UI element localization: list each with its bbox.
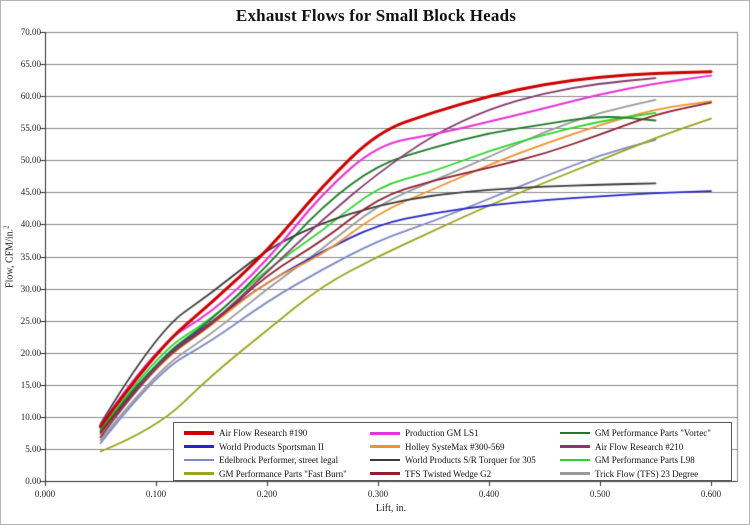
legend-item-label: World Products S/R Torquer for 305 [405, 455, 536, 465]
legend-item-label: Production GM LS1 [405, 428, 479, 438]
legend-line-swatch [184, 458, 214, 462]
legend-line-swatch [370, 445, 400, 448]
y-axis-title: Flow, CFM/in.2 [2, 197, 15, 317]
legend-item-label: GM Performance Parts "Vortec" [595, 428, 711, 438]
legend-item-label: Air Flow Research #190 [219, 428, 308, 438]
legend-line-swatch [560, 472, 590, 475]
legend-item: Trick Flow (TFS) 23 Degree [560, 468, 698, 480]
legend-box: Air Flow Research #190 World Products Spo… [173, 422, 732, 481]
legend-line-swatch [560, 445, 590, 448]
y-tick-label: 25.00 [20, 315, 41, 326]
y-tick-label: 65.00 [20, 59, 41, 70]
legend-item: GM Performance Parts "Vortec" [560, 427, 711, 439]
x-tick-label: 0.300 [367, 489, 389, 499]
legend-line-swatch [370, 472, 400, 475]
legend-line-swatch [370, 431, 400, 435]
y-tick-label: 60.00 [20, 91, 41, 102]
legend-item: Holley SysteMax #300-569 [370, 441, 505, 453]
y-tick-label: 0.00 [25, 476, 41, 486]
y-tick-label: 70.00 [20, 27, 41, 37]
y-axis-title-text: Flow, CFM/in. [4, 228, 16, 288]
legend-item: GM Performance Parts L98 [560, 454, 695, 466]
x-tick-label: 0.000 [34, 489, 56, 499]
y-tick-label: 40.00 [20, 219, 41, 230]
legend-item: Air Flow Research #210 [560, 441, 683, 453]
legend-item: Edelbrock Performer, street legal [184, 454, 338, 466]
legend-line-swatch [184, 472, 214, 475]
legend-line-swatch [560, 431, 590, 435]
y-tick-label: 10.00 [20, 411, 41, 422]
y-tick-label: 35.00 [20, 251, 41, 262]
legend-item: World Products Sportsman II [184, 441, 324, 453]
legend-line-swatch [184, 431, 214, 435]
legend-item-label: GM Performance Parts "Fast Burn" [219, 468, 347, 479]
legend-line-swatch [184, 445, 214, 448]
legend-item-label: Edelbrock Performer, street legal [219, 455, 339, 465]
x-tick-label: 0.100 [145, 489, 167, 499]
legend-item-label: Holley SysteMax #300-569 [405, 441, 505, 452]
legend-item: TFS Twisted Wedge G2 [370, 468, 491, 480]
y-tick-label: 30.00 [20, 283, 41, 294]
legend-item-label: Trick Flow (TFS) 23 Degree [595, 468, 699, 479]
y-tick-label: 15.00 [20, 379, 41, 390]
y-tick-label: 20.00 [20, 347, 41, 358]
x-tick-label: 0.200 [256, 489, 278, 499]
x-axis-title: Lift, in. [375, 503, 407, 514]
legend-item-label: Air Flow Research #210 [595, 441, 684, 452]
y-tick-label: 55.00 [20, 123, 41, 134]
x-tick-label: 0.600 [700, 489, 722, 499]
legend-item: Production GM LS1 [370, 427, 479, 439]
y-axis-title-superscript: 2 [2, 225, 11, 229]
y-tick-label: 5.00 [25, 443, 41, 454]
legend-line-swatch [560, 458, 590, 462]
y-tick-label: 45.00 [20, 187, 41, 198]
x-tick-label: 0.400 [478, 489, 500, 499]
legend-item: GM Performance Parts "Fast Burn" [184, 468, 347, 480]
legend-line-swatch [370, 458, 400, 462]
legend-item: Air Flow Research #190 [184, 427, 307, 439]
x-tick-label: 0.500 [589, 489, 611, 499]
y-tick-label: 50.00 [20, 155, 41, 166]
legend-item-label: World Products Sportsman II [219, 441, 325, 452]
legend-item: World Products S/R Torquer for 305 [370, 454, 536, 466]
legend-item-label: GM Performance Parts L98 [595, 455, 695, 465]
legend-item-label: TFS Twisted Wedge G2 [405, 468, 492, 479]
